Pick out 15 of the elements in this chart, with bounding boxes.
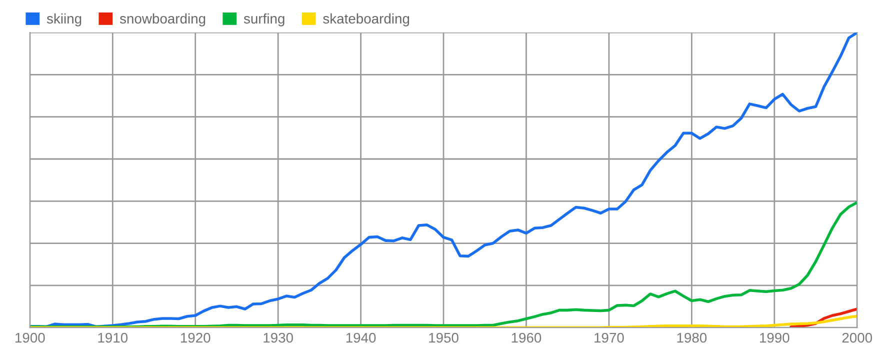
x-tick-label: 1950 xyxy=(429,332,458,343)
x-tick-label: 1920 xyxy=(180,332,210,343)
x-tick-label: 1940 xyxy=(346,332,376,343)
x-tick-label: 1980 xyxy=(677,332,707,343)
x-tick-label: 1970 xyxy=(594,332,624,343)
legend-label: skiing xyxy=(46,13,82,26)
legend-label: snowboarding xyxy=(120,13,206,26)
x-tick-label: 1900 xyxy=(16,332,45,343)
legend-label: skateboarding xyxy=(323,13,410,26)
x-tick-label: 1930 xyxy=(264,332,293,343)
x-tick-label: 1910 xyxy=(98,332,128,343)
x-tick-label: 1960 xyxy=(512,332,542,343)
x-tick-label: 1990 xyxy=(760,332,790,343)
legend-label: surfing xyxy=(244,13,284,26)
x-tick-label: 2000 xyxy=(842,332,872,343)
